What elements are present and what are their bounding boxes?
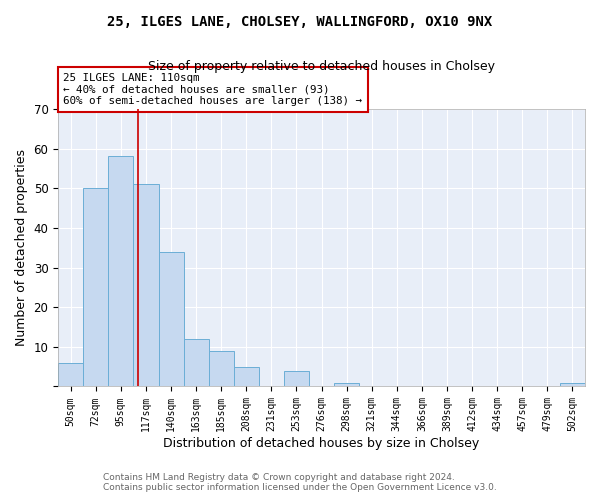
Bar xyxy=(109,156,133,386)
Bar xyxy=(234,366,259,386)
Bar xyxy=(184,339,209,386)
Text: 25, ILGES LANE, CHOLSEY, WALLINGFORD, OX10 9NX: 25, ILGES LANE, CHOLSEY, WALLINGFORD, OX… xyxy=(107,15,493,29)
X-axis label: Distribution of detached houses by size in Cholsey: Distribution of detached houses by size … xyxy=(163,437,480,450)
Bar xyxy=(334,382,359,386)
Y-axis label: Number of detached properties: Number of detached properties xyxy=(15,149,28,346)
Text: Contains HM Land Registry data © Crown copyright and database right 2024.
Contai: Contains HM Land Registry data © Crown c… xyxy=(103,473,497,492)
Bar xyxy=(284,370,309,386)
Title: Size of property relative to detached houses in Cholsey: Size of property relative to detached ho… xyxy=(148,60,495,73)
Text: 25 ILGES LANE: 110sqm
← 40% of detached houses are smaller (93)
60% of semi-deta: 25 ILGES LANE: 110sqm ← 40% of detached … xyxy=(64,73,362,106)
Bar xyxy=(560,382,585,386)
Bar xyxy=(209,351,234,386)
Bar xyxy=(83,188,109,386)
Bar xyxy=(158,252,184,386)
Bar xyxy=(133,184,158,386)
Bar xyxy=(58,362,83,386)
